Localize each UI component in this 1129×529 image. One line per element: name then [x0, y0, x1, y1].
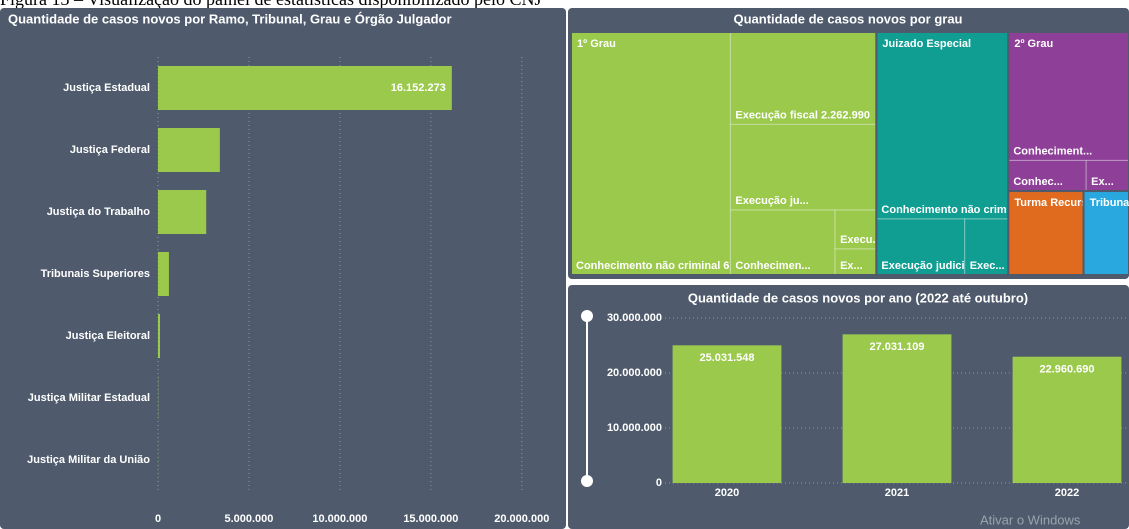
cell-label: Ex... — [1091, 176, 1114, 188]
treemap-cell — [1083, 190, 1129, 276]
treemap-cell — [964, 218, 1009, 276]
y-tick-label: 20.000.000 — [607, 367, 662, 379]
cell-label: Exec... — [970, 260, 1005, 272]
slider-handle[interactable] — [581, 310, 593, 322]
group-label: Tribunais S... — [1090, 197, 1129, 209]
value-label: 27.031.109 — [869, 341, 924, 353]
x-tick-label: 2020 — [715, 487, 739, 499]
cell-clip: Execu... — [840, 234, 882, 246]
y-tick-label: 10.000.000 — [607, 422, 662, 434]
group-clip: 1º Grau — [577, 38, 616, 50]
y-tick-label: Justiça Estadual — [63, 82, 150, 94]
x-tick-label: 2021 — [885, 487, 909, 499]
x-tick-label: 2022 — [1055, 487, 1079, 499]
watermark: Ativar o Windows — [980, 512, 1081, 527]
bar — [158, 127, 220, 173]
cell-clip: Conhecimento não crim... — [881, 204, 1015, 216]
chart-title: Quantidade de casos novos por ano (2022 … — [688, 290, 1028, 305]
figure-caption: Figura 13 – Visualização do painel de es… — [0, 0, 541, 9]
cell-label: Conhecimento não criminal 6.500.... — [576, 260, 763, 272]
group-clip: Tribunais S... — [1090, 197, 1129, 209]
cell-clip: Execução ju... — [735, 195, 808, 207]
y-tick-label: 30.000.000 — [607, 312, 662, 324]
cell-clip: Conheciment... — [1013, 145, 1092, 157]
group-clip: Juizado Especial — [882, 38, 971, 50]
cell-label: Execução ju... — [735, 195, 808, 207]
y-tick-label: Tribunais Superiores — [41, 268, 150, 280]
group-clip: 2º Grau — [1014, 38, 1053, 50]
chart-title: Quantidade de casos novos por Ramo, Trib… — [8, 11, 452, 26]
slider-handle[interactable] — [581, 475, 593, 487]
cell-label: Conhec... — [1013, 176, 1063, 188]
panel — [0, 8, 566, 529]
cell-clip: Conhecimen... — [735, 260, 810, 272]
y-tick-label: Justiça Eleitoral — [66, 330, 150, 342]
treemap-cell — [570, 31, 731, 276]
y-tick-label: Justiça Federal — [70, 144, 150, 156]
value-label: 25.031.548 — [699, 352, 754, 364]
bar — [158, 189, 207, 235]
group-label: Turma Recursal — [1014, 197, 1096, 209]
bar — [842, 334, 952, 483]
y-tick-label: Justiça Militar Estadual — [28, 392, 150, 404]
x-tick-label: 15.000.000 — [403, 513, 458, 525]
chart-title: Quantidade de casos novos por grau — [734, 11, 963, 26]
cell-clip: Conhecimento não criminal 6.500.... — [576, 260, 763, 272]
cell-clip: Execução fiscal 2.262.990 — [735, 109, 870, 121]
cell-clip: Exec... — [970, 260, 1005, 272]
cell-clip: Ex... — [1091, 176, 1114, 188]
cell-label: Execução judici... — [881, 260, 973, 272]
cell-label: Conheciment... — [1013, 145, 1092, 157]
treemap-cell — [1007, 31, 1129, 161]
bar — [158, 65, 452, 111]
x-tick-label: 0 — [155, 513, 161, 525]
x-tick-label: 20.000.000 — [494, 513, 549, 525]
value-label: 22.960.690 — [1039, 364, 1094, 376]
x-tick-label: 10.000.000 — [312, 513, 367, 525]
cell-clip: Ex... — [840, 260, 863, 272]
treemap-cell — [1085, 159, 1129, 192]
treemap-cell — [1007, 190, 1085, 276]
treemap-cell — [875, 31, 1009, 220]
bar — [158, 251, 169, 297]
x-tick-label: 5.000.000 — [224, 513, 273, 525]
bar — [158, 313, 161, 359]
bar — [672, 345, 782, 483]
value-label: 16.152.273 — [391, 82, 446, 94]
cell-label: Execução fiscal 2.262.990 — [735, 109, 870, 121]
treemap-cell — [875, 218, 966, 276]
cell-label: Execu... — [840, 234, 882, 246]
cell-label: Ex... — [840, 260, 863, 272]
treemap-cell — [729, 209, 836, 276]
cell-label: Conhecimento não crim... — [881, 204, 1015, 216]
cell-label: Conhecimen... — [735, 260, 810, 272]
cell-clip: Conhec... — [1013, 176, 1063, 188]
group-clip: Turma Recursal — [1014, 197, 1096, 209]
bar — [1012, 356, 1122, 483]
y-tick-label: 0 — [656, 477, 662, 489]
group-label: 1º Grau — [577, 38, 616, 50]
y-tick-label: Justiça Militar da União — [27, 454, 150, 466]
cell-clip: Execução judici... — [881, 260, 973, 272]
group-label: 2º Grau — [1014, 38, 1053, 50]
group-label: Juizado Especial — [882, 38, 971, 50]
y-tick-label: Justiça do Trabalho — [47, 206, 151, 218]
